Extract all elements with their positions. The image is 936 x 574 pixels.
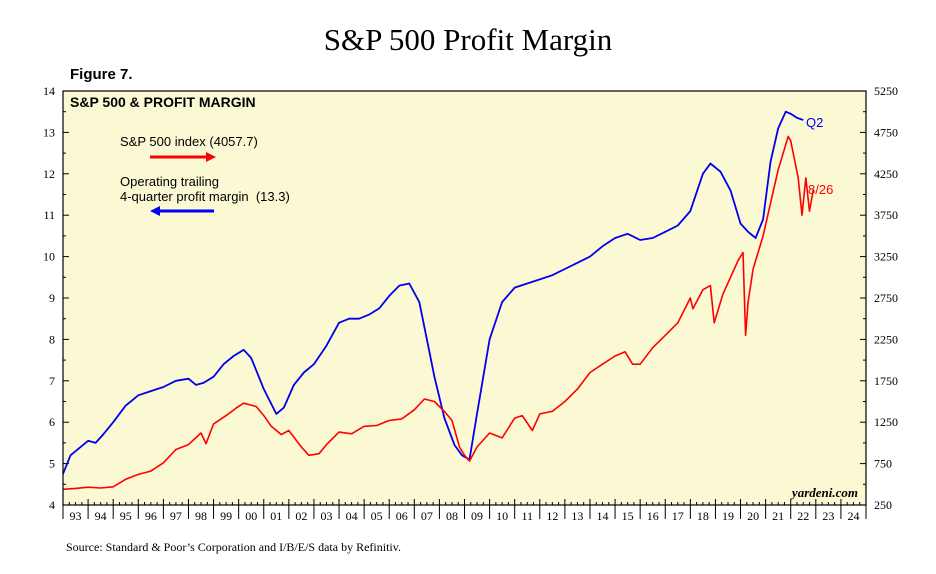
right-tick-label: 5250 xyxy=(874,84,898,98)
x-tick-label: 01 xyxy=(270,509,282,523)
right-tick-label: 1750 xyxy=(874,374,898,388)
left-tick-label: 13 xyxy=(43,125,55,139)
x-tick-label: 07 xyxy=(421,509,433,523)
left-tick-label: 4 xyxy=(49,498,55,512)
legend-arrow-right-icon xyxy=(206,152,216,162)
x-tick-label: 96 xyxy=(145,509,157,523)
x-tick-label: 23 xyxy=(822,509,834,523)
x-tick-label: 11 xyxy=(521,509,533,523)
legend: S&P 500 index (4057.7) Operating trailing… xyxy=(120,134,290,216)
x-tick-label: 93 xyxy=(70,509,82,523)
right-tick-label: 4250 xyxy=(874,167,898,181)
series-lines xyxy=(62,110,815,491)
x-tick-label: 94 xyxy=(95,509,107,523)
left-tick-label: 10 xyxy=(43,250,55,264)
x-tick-label: 06 xyxy=(396,509,408,523)
left-tick-label: 6 xyxy=(49,415,55,429)
left-tick-label: 7 xyxy=(49,374,55,388)
page-title: S&P 500 Profit Margin xyxy=(323,22,613,57)
x-tick-label: 97 xyxy=(170,509,182,523)
x-tick-label: 12 xyxy=(546,509,558,523)
left-tick-label: 14 xyxy=(43,84,55,98)
chart-title: S&P 500 & PROFIT MARGIN xyxy=(70,94,256,110)
right-tick-label: 250 xyxy=(874,498,892,512)
x-tick-label: 20 xyxy=(747,509,759,523)
x-tick-label: 15 xyxy=(622,509,634,523)
x-tick-label: 18 xyxy=(697,509,709,523)
legend-label-sp500: S&P 500 index (4057.7) xyxy=(120,134,258,149)
plot-frame xyxy=(62,90,867,506)
annotation-date: 8/26 xyxy=(808,182,833,197)
right-tick-label: 3250 xyxy=(874,250,898,264)
left-tick-label: 12 xyxy=(43,167,55,181)
sp500-line xyxy=(62,135,815,491)
x-tick-label: 02 xyxy=(295,509,307,523)
x-tick-label: 16 xyxy=(647,509,659,523)
left-tick-label: 8 xyxy=(49,332,55,346)
x-tick-label: 05 xyxy=(371,509,383,523)
right-tick-label: 750 xyxy=(874,457,892,471)
legend-arrow-left-icon xyxy=(150,206,160,216)
x-tick-label: 10 xyxy=(496,509,508,523)
x-tick-label: 17 xyxy=(672,509,684,523)
x-tick-label: 95 xyxy=(120,509,132,523)
x-tick-label: 14 xyxy=(597,509,609,523)
x-tick-label: 04 xyxy=(346,509,358,523)
figure-label: Figure 7. xyxy=(70,66,133,83)
right-tick-label: 3750 xyxy=(874,208,898,222)
legend-label-margin: Operating trailing 4-quarter profit margi… xyxy=(120,174,290,204)
x-tick-label: 00 xyxy=(245,509,257,523)
x-tick-label: 19 xyxy=(722,509,734,523)
x-tick-label: 98 xyxy=(195,509,207,523)
watermark: yardeni.com xyxy=(790,485,858,500)
right-tick-label: 4750 xyxy=(874,125,898,139)
axis-labels: 4 5 6 7 8 9 10 11 12 13 14 250 750 1250 1750 2250 2750 32… xyxy=(43,84,898,523)
annotation-q2: Q2 xyxy=(806,115,823,130)
x-tick-label: 99 xyxy=(220,509,232,523)
x-tick-label: 03 xyxy=(320,509,332,523)
left-tick-label: 9 xyxy=(49,291,55,305)
x-tick-label: 09 xyxy=(471,509,483,523)
x-tick-label: 24 xyxy=(847,509,859,523)
plot-panel xyxy=(63,91,866,505)
source-note: Source: Standard & Poor’s Corporation an… xyxy=(66,540,401,554)
right-tick-label: 1250 xyxy=(874,415,898,429)
annotations: Q2 8/26 xyxy=(806,115,833,197)
x-tick-label: 21 xyxy=(772,509,784,523)
right-tick-label: 2250 xyxy=(874,332,898,346)
left-tick-label: 5 xyxy=(49,457,55,471)
left-tick-label: 11 xyxy=(43,208,55,222)
profit-margin-line xyxy=(62,110,804,475)
x-tick-label: 08 xyxy=(446,509,458,523)
axis-ticks xyxy=(62,90,867,519)
x-tick-label: 22 xyxy=(797,509,809,523)
right-tick-label: 2750 xyxy=(874,291,898,305)
x-tick-label: 13 xyxy=(571,509,583,523)
